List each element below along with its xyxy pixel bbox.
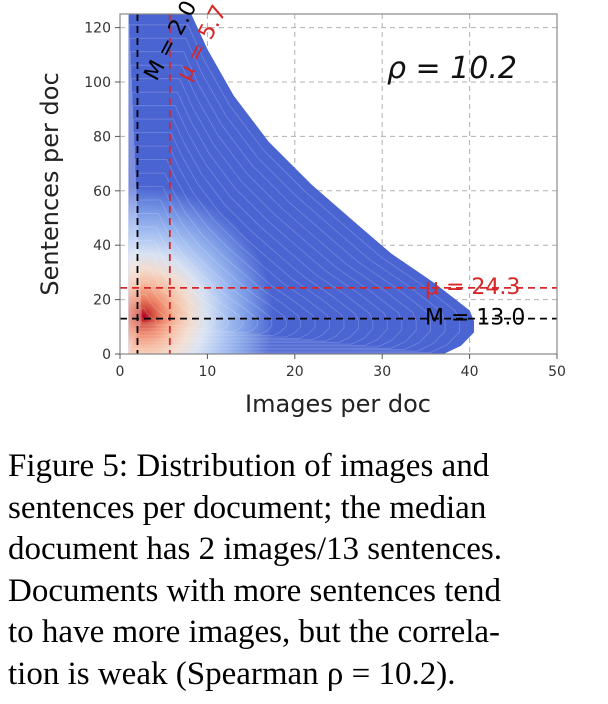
x-tick-label: 40 — [461, 364, 479, 380]
mean-sentences-label: μ = 24.3 — [425, 275, 520, 300]
y-tick-label: 100 — [84, 75, 111, 91]
contour-line — [137, 226, 244, 332]
y-tick-label: 120 — [84, 21, 111, 37]
median-sentences-label: M = 13.0 — [425, 306, 525, 331]
contour-line — [129, 37, 446, 352]
x-tick-label: 50 — [548, 364, 566, 380]
x-axis-label: Images per doc — [245, 390, 431, 418]
contour-line — [136, 213, 258, 334]
y-tick-label: 80 — [93, 129, 111, 145]
x-tick-label: 30 — [373, 364, 391, 380]
y-tick-label: 40 — [93, 238, 111, 254]
caption-line-2: sentences per document; the median — [8, 489, 487, 526]
contour-line — [130, 64, 417, 349]
caption-line-5: to have more images, but the correla- — [8, 614, 501, 650]
caption-line-4: Documents with more sentences tend — [8, 572, 502, 609]
caption-line-3: document has 2 images/13 sentences. — [8, 531, 502, 567]
density-contours — [128, 24, 460, 353]
density-core — [128, 14, 474, 354]
contour-line — [134, 159, 316, 339]
contour-line — [136, 199, 273, 335]
contour-line — [130, 51, 431, 351]
contour-line — [132, 105, 374, 345]
contour-line — [140, 307, 157, 324]
x-tick-label: 20 — [286, 364, 304, 380]
contour-line — [135, 186, 287, 336]
contour-line — [131, 78, 403, 348]
correlation-label: ρ = 10.2 — [387, 51, 517, 86]
y-tick-label: 20 — [93, 293, 111, 309]
contour-line — [128, 24, 460, 353]
contour-line — [139, 267, 200, 328]
tick-marks — [115, 27, 558, 359]
y-tick-label: 0 — [102, 347, 111, 363]
contour-line — [131, 91, 388, 346]
tick-labels: 0 10 20 30 40 50 0 20 40 60 80 100 120 — [84, 21, 566, 380]
contour-line — [139, 280, 186, 326]
caption-line-1: Figure 5: Distribution of images and — [8, 448, 490, 484]
x-tick-label: 10 — [198, 364, 216, 380]
contour-line — [140, 294, 172, 325]
plot-frame — [119, 13, 558, 355]
caption-line-6: tion is weak (Spearman ρ = 10.2). — [8, 655, 456, 692]
y-tick-label: 60 — [93, 184, 111, 200]
contour-line — [138, 240, 229, 331]
x-tick-label: 0 — [116, 364, 125, 380]
contour-line — [138, 253, 215, 329]
y-axis-label: Sentences per doc — [36, 72, 64, 295]
contour-line — [132, 118, 359, 343]
contour-line — [134, 145, 330, 341]
reference-lines — [120, 14, 557, 354]
figure-caption: Figure 5: Distribution of images and sen… — [8, 446, 602, 695]
contour-line — [133, 132, 345, 342]
